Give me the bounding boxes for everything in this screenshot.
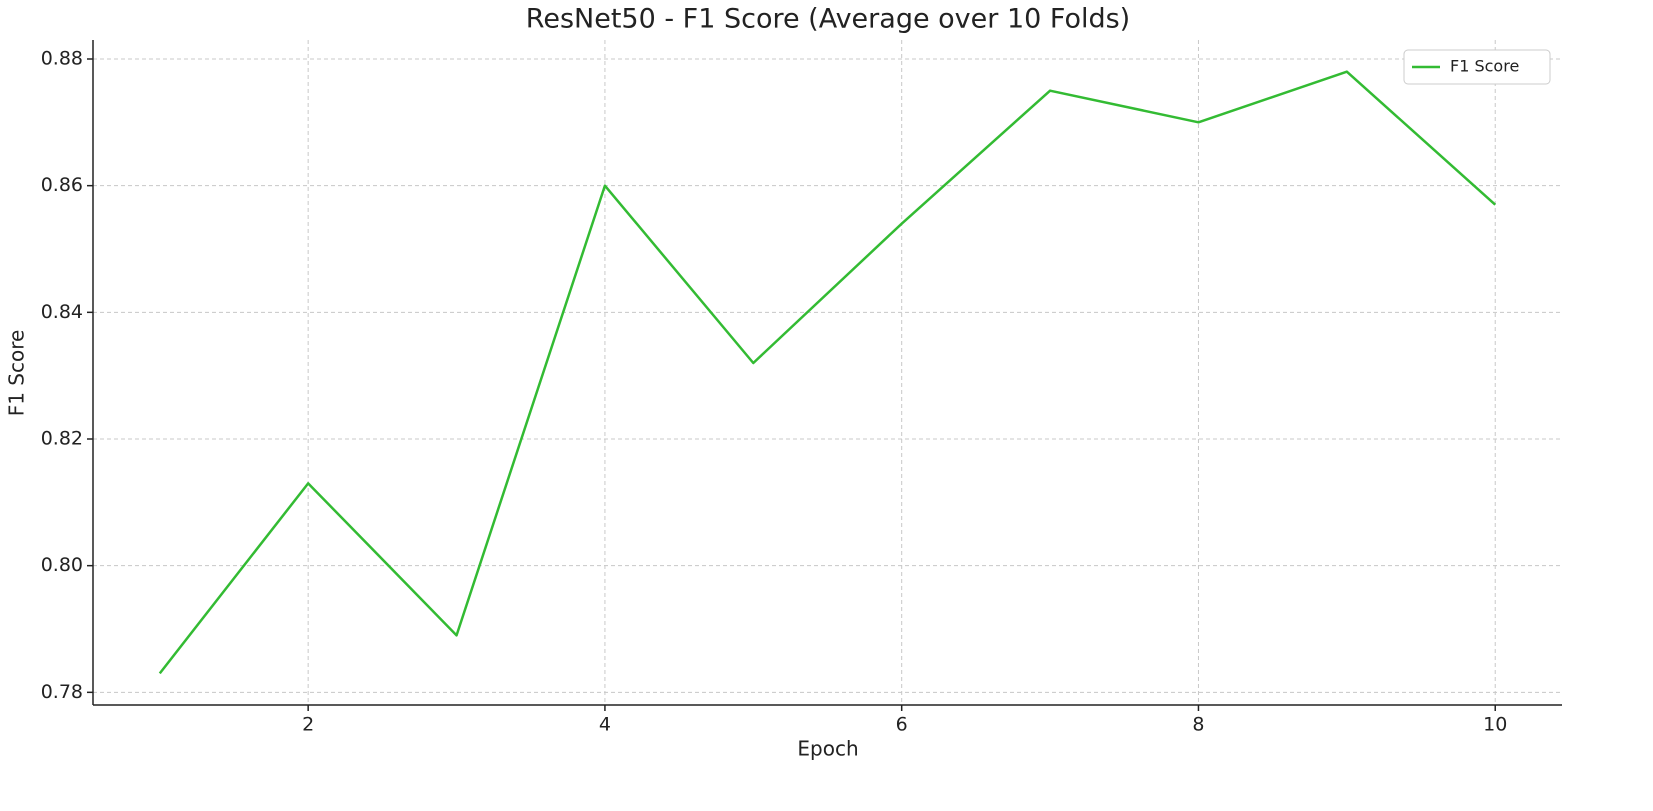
y-tick-label: 0.82 bbox=[41, 428, 83, 450]
y-tick-label: 0.88 bbox=[41, 48, 83, 70]
y-tick-label: 0.78 bbox=[41, 681, 83, 703]
x-axis-label: Epoch bbox=[797, 737, 858, 761]
x-tick-label: 2 bbox=[302, 714, 314, 736]
legend-label: F1 Score bbox=[1450, 57, 1519, 76]
legend: F1 Score bbox=[1403, 49, 1551, 85]
chart-title: ResNet50 - F1 Score (Average over 10 Fol… bbox=[526, 4, 1130, 35]
y-axis-label: F1 Score bbox=[5, 330, 29, 417]
x-tick-label: 8 bbox=[1192, 714, 1204, 736]
data-line bbox=[158, 70, 1497, 675]
y-tick-label: 0.80 bbox=[41, 554, 83, 576]
y-tick-label: 0.86 bbox=[41, 174, 83, 196]
x-tick-label: 10 bbox=[1483, 714, 1507, 736]
x-tick-label: 6 bbox=[896, 714, 908, 736]
x-tick-label: 4 bbox=[599, 714, 611, 736]
y-tick-label: 0.84 bbox=[41, 301, 83, 323]
legend-box bbox=[1403, 49, 1551, 85]
